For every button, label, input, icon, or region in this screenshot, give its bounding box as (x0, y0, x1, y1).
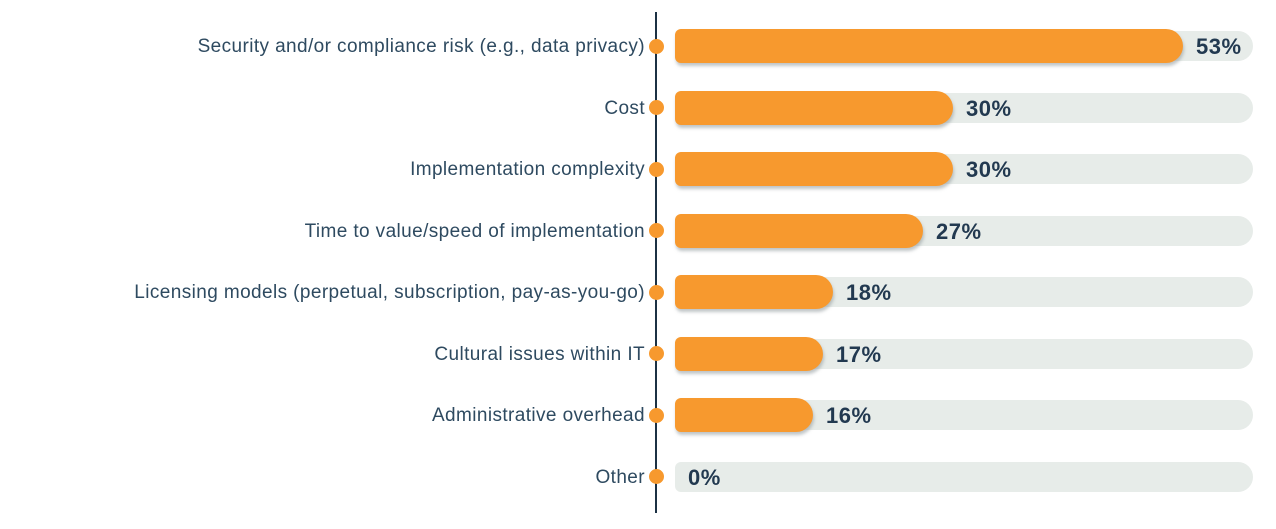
category-label: Cultural issues within IT (434, 343, 645, 365)
bar-fill (675, 213, 923, 248)
value-label: 27% (936, 218, 982, 244)
bar-fill (675, 398, 813, 432)
value-label: 53% (1196, 34, 1242, 59)
axis-dot (648, 100, 664, 115)
value-label: 0% (688, 464, 721, 490)
bar-fill (675, 29, 1183, 63)
axis-line (655, 12, 657, 513)
value-label: 16% (826, 403, 872, 428)
value-label: 30% (966, 157, 1012, 182)
bar-track (675, 461, 1253, 492)
bar-fill (675, 152, 953, 186)
category-label: Implementation complexity (410, 159, 645, 180)
category-label: Licensing models (perpetual, subscriptio… (134, 282, 645, 303)
axis-dot (648, 161, 664, 177)
bar-fill (675, 336, 823, 371)
value-label: 18% (846, 280, 892, 305)
category-label: Administrative overhead (431, 405, 645, 426)
axis-dot (648, 346, 664, 361)
bar-fill (675, 90, 953, 125)
axis-dot (648, 38, 664, 54)
value-label: 17% (836, 341, 882, 367)
value-label: 30% (966, 95, 1012, 121)
bar-fill (675, 275, 833, 309)
axis-dot (648, 469, 664, 484)
category-label: Security and/or compliance risk (e.g., d… (197, 36, 645, 57)
axis-dot (648, 223, 664, 238)
axis-dot (648, 407, 664, 423)
category-label: Time to value/speed of implementation (304, 220, 645, 242)
category-label: Other (595, 466, 645, 488)
category-label: Cost (604, 97, 645, 119)
axis-dot (648, 284, 664, 300)
